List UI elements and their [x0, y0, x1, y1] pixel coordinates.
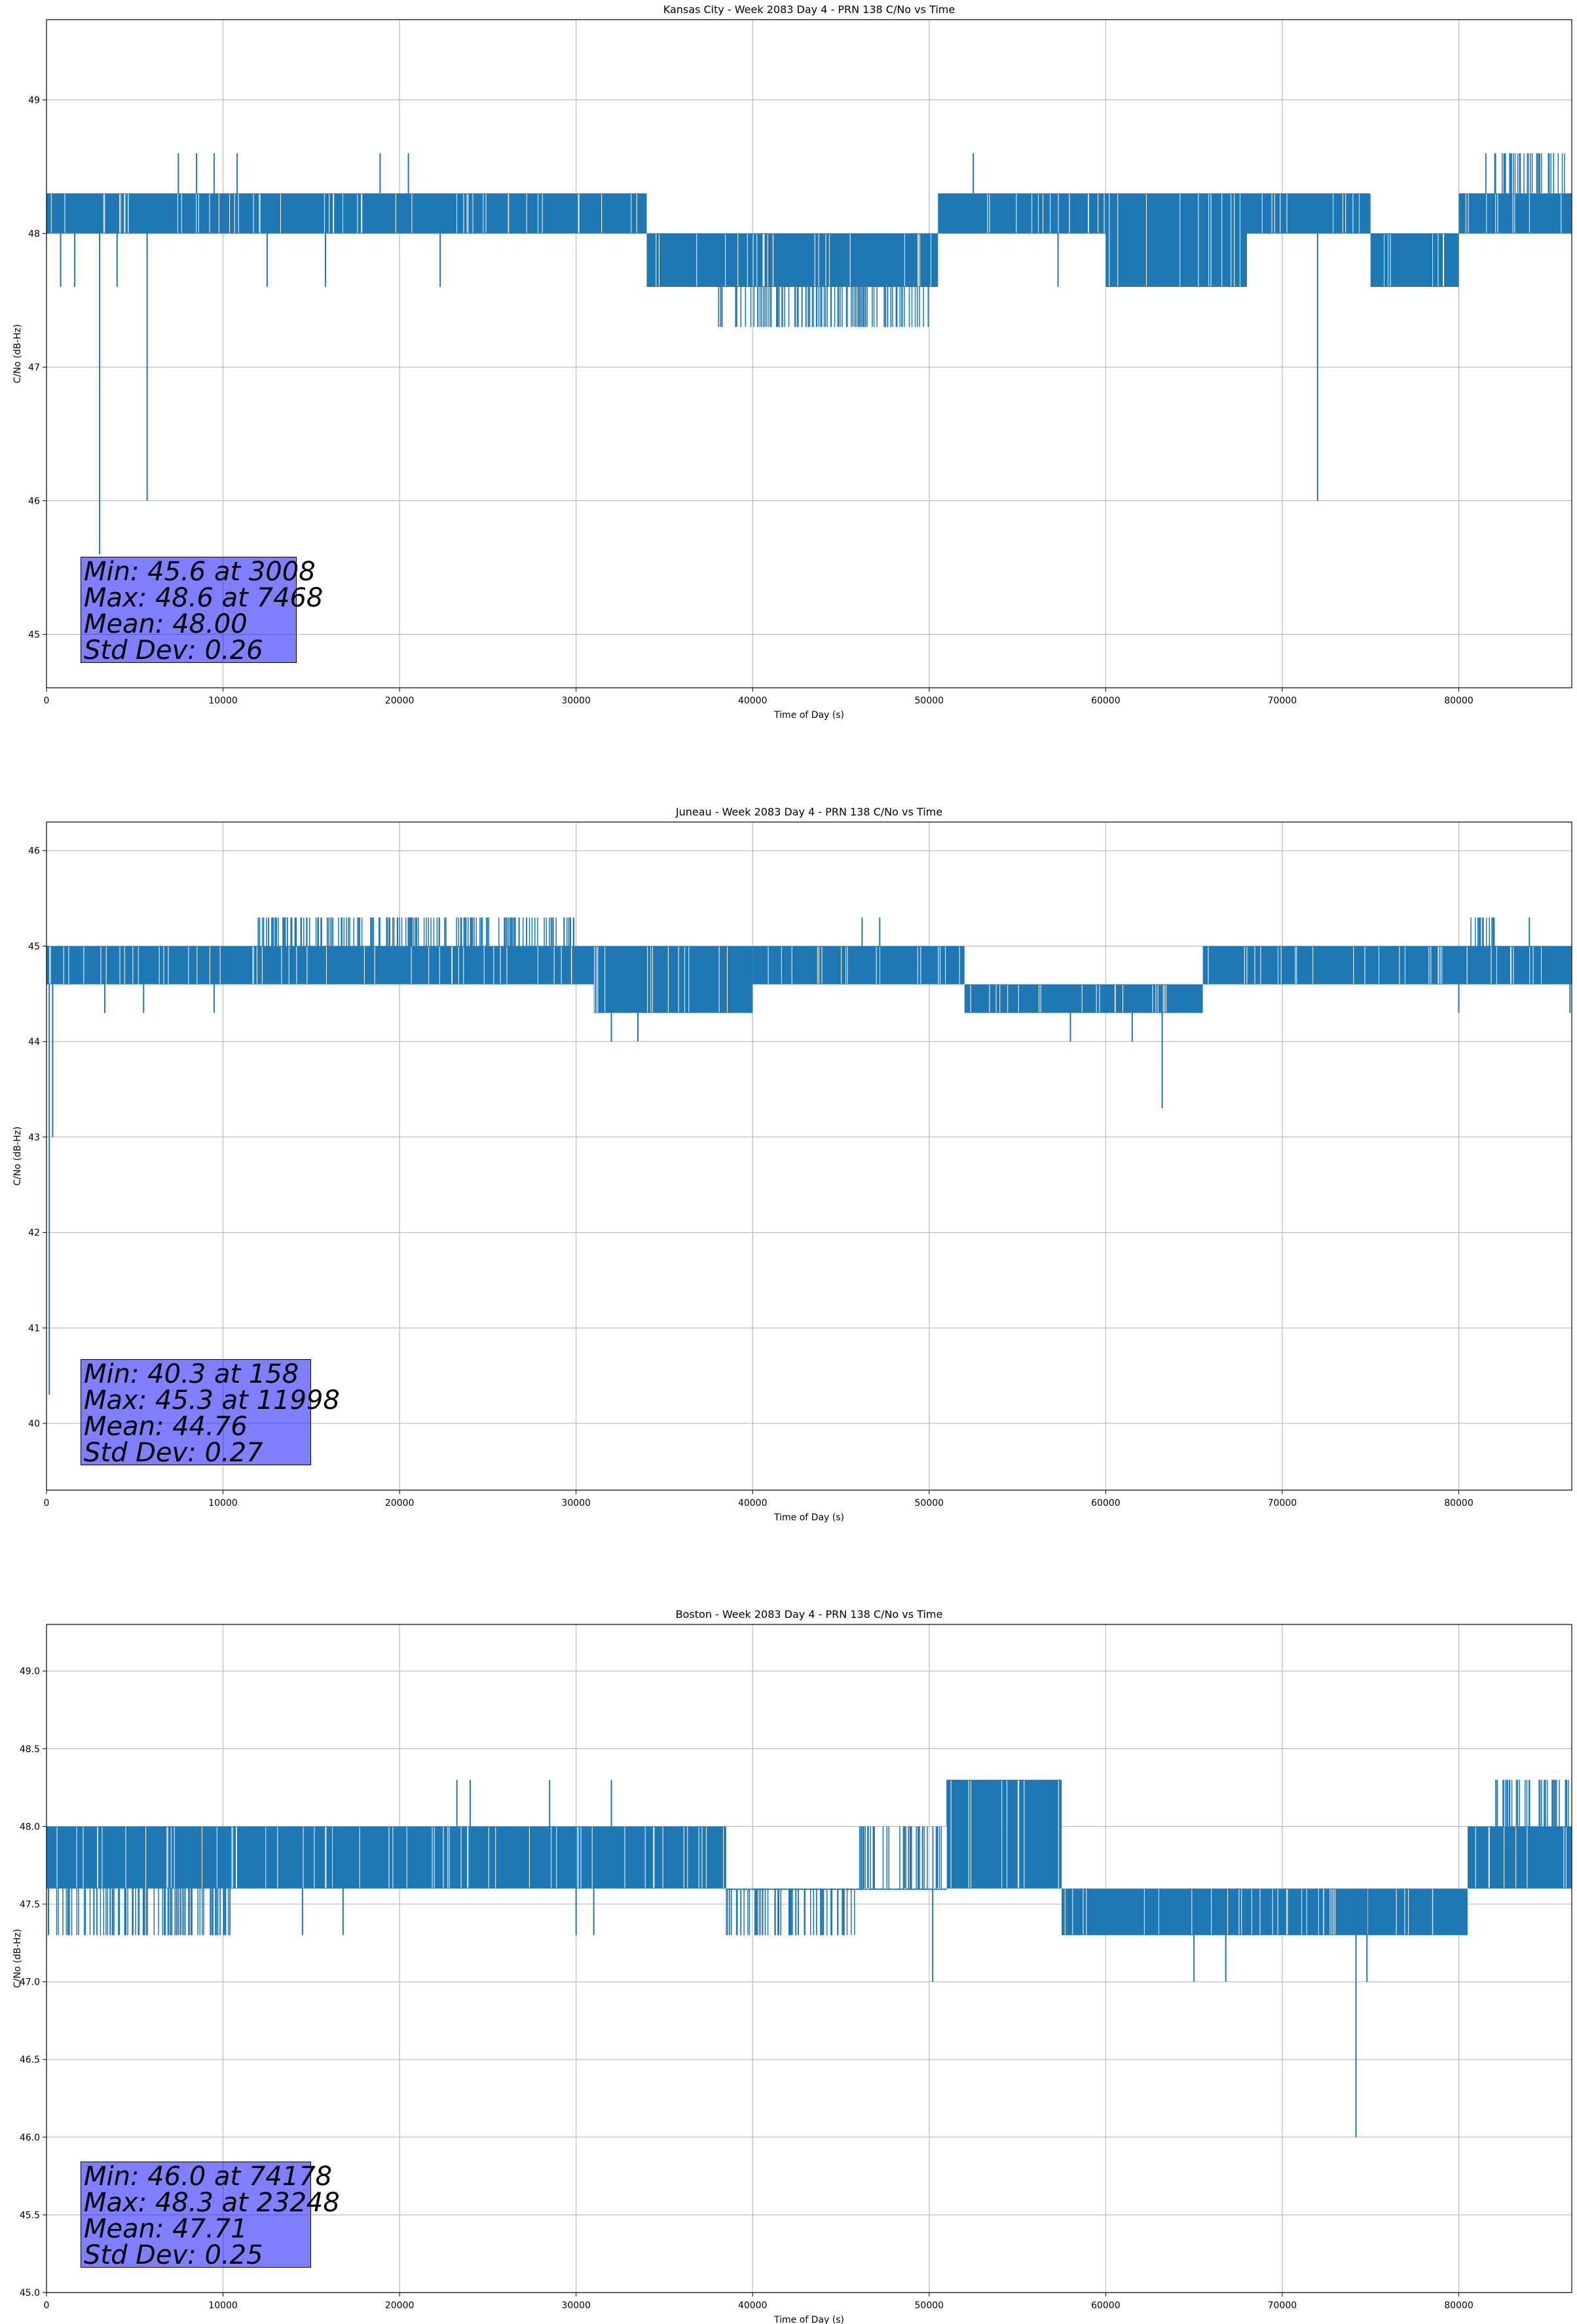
- x-tick-label: 40000: [738, 2300, 768, 2311]
- x-axis-label: Time of Day (s): [773, 1512, 844, 1523]
- y-tick-label: 42: [28, 1228, 40, 1239]
- x-axis-label: Time of Day (s): [773, 710, 844, 721]
- y-tick-label: 45.5: [20, 2210, 40, 2221]
- x-tick-label: 0: [44, 2300, 50, 2311]
- stats-mean: Mean: 44.76: [84, 1412, 248, 1442]
- data-band: [46, 1826, 726, 1889]
- x-tick-label: 10000: [208, 2300, 238, 2311]
- axes-frame: [46, 19, 1572, 688]
- data-band: [964, 984, 1203, 1013]
- y-tick-label: 47: [28, 362, 40, 373]
- x-tick-label: 50000: [915, 1498, 944, 1509]
- data-band: [726, 1888, 947, 1890]
- stats-box: Min: 40.3 at 158 Max: 45.3 at 11998 Mean: …: [81, 1359, 340, 1468]
- data-band: [646, 233, 938, 287]
- x-axis-label: Time of Day (s): [773, 2315, 844, 2324]
- data-band: [1061, 1888, 1468, 1936]
- data-band: [1370, 233, 1459, 287]
- y-tick-label: 46.0: [20, 2133, 40, 2143]
- chart-title: Boston - Week 2083 Day 4 - PRN 138 C/No …: [676, 1608, 943, 1621]
- chart-title: Kansas City - Week 2083 Day 4 - PRN 138 …: [663, 3, 955, 16]
- y-tick-label: 47.0: [20, 1977, 40, 1988]
- x-tick-label: 10000: [208, 696, 238, 706]
- stats-max: Max: 45.3 at 11998: [84, 1385, 340, 1415]
- y-axis-label: C/No (dB-Hz): [12, 324, 23, 383]
- chart-panel-3: 0 10000 20000 30000 40000 50000 60000 70000 8000…: [12, 1608, 1572, 2324]
- stats-mean: Mean: 48.00: [84, 609, 248, 639]
- x-tick-label: 40000: [738, 696, 768, 706]
- chart-panel-2: 0 10000 20000 30000 40000 50000 60000 70000 8000…: [12, 806, 1572, 1523]
- data-band: [593, 946, 753, 1013]
- stats-max: Max: 48.3 at 23248: [84, 2188, 340, 2218]
- data-band: [1105, 193, 1248, 287]
- y-tick-label: 41: [28, 1323, 40, 1334]
- stats-min: Min: 40.3 at 158: [84, 1359, 299, 1389]
- x-tick-label: 40000: [738, 1498, 768, 1509]
- y-axis-label: C/No (dB-Hz): [12, 1127, 23, 1186]
- y-tick-label: 49: [28, 95, 40, 105]
- y-tick-label: 48.0: [20, 1822, 40, 1832]
- stats-min: Min: 45.6 at 3008: [84, 557, 316, 587]
- x-tick-label: 70000: [1268, 2300, 1297, 2311]
- stats-max: Max: 48.6 at 7468: [84, 583, 324, 613]
- x-tick-label: 10000: [208, 1498, 238, 1509]
- y-tick-label: 44: [28, 1037, 40, 1047]
- x-tick-label: 30000: [561, 2300, 591, 2311]
- x-tick-label: 50000: [915, 696, 944, 706]
- x-tick-label: 70000: [1268, 1498, 1297, 1509]
- data-band: [1467, 946, 1572, 984]
- x-tick-label: 20000: [385, 2300, 415, 2311]
- x-tick-label: 30000: [561, 696, 591, 706]
- x-tick-label: 20000: [385, 696, 415, 706]
- y-tick-label: 47.5: [20, 1900, 40, 1910]
- data-band: [752, 946, 965, 984]
- stats-mean: Mean: 47.71: [84, 2214, 248, 2244]
- stats-box: Min: 45.6 at 3008 Max: 48.6 at 7468 Mean: …: [81, 557, 324, 665]
- axes-frame: [46, 821, 1572, 1491]
- x-tick-label: 0: [44, 696, 50, 706]
- x-tick-label: 20000: [385, 1498, 415, 1509]
- x-tick-label: 60000: [1091, 696, 1121, 706]
- x-tick-label: 0: [44, 1498, 50, 1509]
- y-tick-label: 45: [28, 941, 40, 952]
- stats-std: Std Dev: 0.25: [84, 2240, 263, 2270]
- y-tick-label: 45.0: [20, 2288, 40, 2298]
- x-tick-label: 30000: [561, 1498, 591, 1509]
- data-band: [1247, 193, 1371, 234]
- x-tick-label: 80000: [1444, 1498, 1474, 1509]
- y-tick-label: 46: [28, 496, 40, 506]
- x-tick-label: 80000: [1444, 696, 1474, 706]
- data-band: [46, 946, 594, 984]
- stats-box: Min: 46.0 at 74178 Max: 48.3 at 23248 Mean…: [81, 2162, 340, 2270]
- y-axis-label: C/No (dB-Hz): [12, 1929, 23, 1988]
- y-tick-label: 48: [28, 229, 40, 239]
- stats-std: Std Dev: 0.27: [84, 1438, 263, 1468]
- chart-title: Juneau - Week 2083 Day 4 - PRN 138 C/No …: [675, 806, 942, 818]
- y-tick-label: 46: [28, 846, 40, 857]
- data-band: [46, 193, 647, 234]
- data-band: [938, 193, 1106, 234]
- x-tick-label: 60000: [1091, 2300, 1121, 2311]
- data-band: [1202, 946, 1468, 984]
- x-tick-label: 50000: [915, 2300, 944, 2311]
- y-tick-label: 46.5: [20, 2055, 40, 2065]
- y-tick-label: 40: [28, 1419, 40, 1429]
- axes-frame: [46, 1624, 1572, 2293]
- stats-std: Std Dev: 0.26: [84, 635, 263, 665]
- y-tick-label: 43: [28, 1133, 40, 1143]
- y-tick-label: 48.5: [20, 1744, 40, 1755]
- y-tick-label: 49.0: [20, 1666, 40, 1677]
- chart-panel-1: 0 10000 20000 30000 40000 50000 60000 70000 8000…: [12, 3, 1572, 721]
- x-tick-label: 80000: [1444, 2300, 1474, 2311]
- data-band: [1467, 1826, 1572, 1889]
- data-band: [1458, 193, 1572, 234]
- x-tick-label: 70000: [1268, 696, 1297, 706]
- stats-min: Min: 46.0 at 74178: [84, 2162, 333, 2192]
- x-tick-label: 60000: [1091, 1498, 1121, 1509]
- y-tick-label: 45: [28, 629, 40, 640]
